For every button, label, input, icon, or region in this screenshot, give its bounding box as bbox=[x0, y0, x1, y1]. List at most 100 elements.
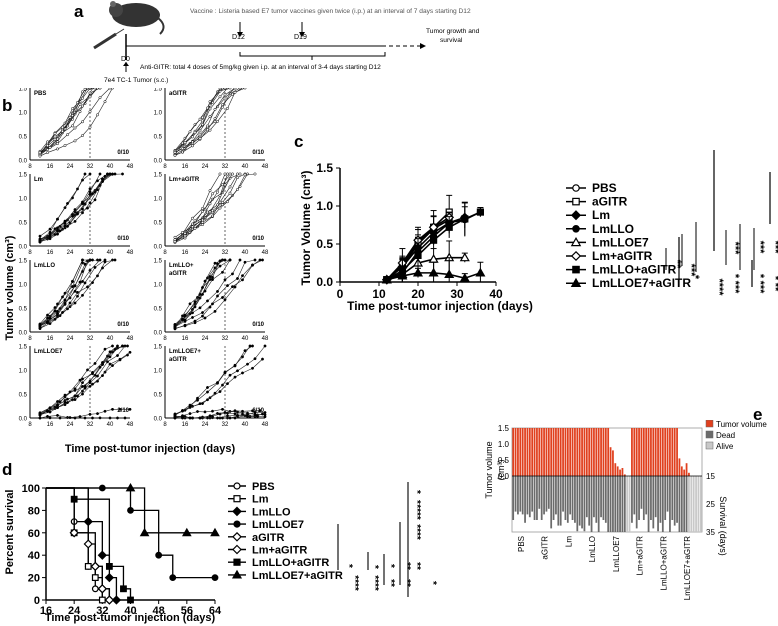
panel-c-data-point bbox=[381, 274, 392, 284]
panel-e-tumor-bar bbox=[543, 428, 545, 476]
vaccine-text: Vaccine : Listeria based E7 tumor vaccin… bbox=[190, 8, 471, 15]
panel-d-y-tick-label: 60 bbox=[28, 528, 40, 540]
panel-b-data-point bbox=[191, 222, 194, 226]
panel-b-y-tick-label: 0.5 bbox=[154, 221, 163, 227]
panel-b-data-point bbox=[118, 357, 122, 361]
panel-b-data-point bbox=[108, 350, 112, 354]
panel-b-data-point bbox=[46, 321, 49, 325]
panel-b-data-point bbox=[238, 88, 242, 90]
panel-b-data-point bbox=[216, 262, 219, 266]
panel-b-data-point bbox=[191, 140, 194, 144]
panel-b-x-tick-label: 40 bbox=[242, 250, 249, 256]
panel-e-survival-bar bbox=[514, 476, 517, 512]
panel-b-subplot: 0.0 0.5 1.0 1.5 8 16 24 32 40 48 LmLLO+ aGITR 0/10 bbox=[154, 259, 269, 343]
panel-letter-d: d bbox=[2, 460, 13, 479]
panel-e-tumor-bar bbox=[673, 428, 676, 476]
panel-b-x-tick-label: 32 bbox=[87, 250, 94, 256]
panel-b-data-point bbox=[203, 279, 207, 283]
panel-e-survival-bar bbox=[633, 476, 636, 515]
anti-gitr-text: Anti-GITR: total 4 doses of 5mg/kg given… bbox=[140, 64, 381, 71]
panel-b-tumor-curve bbox=[39, 173, 86, 237]
panel-b-data-point bbox=[208, 275, 212, 279]
panel-b-y-tick-label: 0.0 bbox=[19, 417, 28, 423]
panel-b-data-point bbox=[228, 416, 232, 420]
panel-b-data-point bbox=[98, 172, 102, 176]
panel-b-data-point bbox=[216, 203, 219, 207]
panel-e-survival-bar bbox=[583, 476, 586, 532]
panel-b-data-point bbox=[218, 390, 222, 394]
panel-e-tumor-bar bbox=[583, 428, 586, 476]
panel-c-x-tick-label: 20 bbox=[411, 287, 425, 301]
panel-e-survival-bar bbox=[638, 476, 640, 520]
panel-b-data-point bbox=[173, 151, 177, 154]
panel-b-y-tick-label: 1.0 bbox=[154, 369, 163, 375]
panel-e-survival-bar bbox=[557, 476, 560, 526]
panel-b-data-point bbox=[108, 416, 112, 420]
panel-e-tumor-bar bbox=[609, 447, 612, 476]
panel-d-x-tick-label: 64 bbox=[209, 605, 222, 617]
panel-e-survival-bar bbox=[690, 476, 693, 532]
panel-e-group-label: LmLLO+aGITR bbox=[659, 536, 668, 591]
panel-b-data-point bbox=[216, 119, 219, 123]
panel-b-tumor-curve bbox=[39, 259, 116, 329]
panel-b-data-point bbox=[46, 140, 49, 144]
panel-b-data-point bbox=[193, 300, 197, 304]
panel-c-legend-marker bbox=[570, 277, 582, 287]
panel-d-legend-marker bbox=[233, 558, 241, 566]
panel-b-data-point bbox=[241, 274, 244, 278]
panel-b-x-tick-label: 40 bbox=[107, 250, 114, 256]
panel-b-data-point bbox=[53, 137, 57, 141]
panel-b-data-point bbox=[108, 362, 112, 366]
panel-d-legend-marker bbox=[233, 482, 241, 490]
panel-b-data-point bbox=[183, 140, 187, 144]
panel-b-data-point bbox=[241, 371, 244, 375]
panel-b-subplot-title: LmLLO+ bbox=[169, 263, 194, 269]
panel-b-data-point bbox=[66, 401, 69, 405]
panel-e-tumor-bar bbox=[547, 428, 550, 476]
panel-b-data-point bbox=[86, 285, 89, 289]
panel-b-x-tick-label: 8 bbox=[163, 422, 167, 428]
panel-e-legend-label: Alive bbox=[716, 442, 734, 451]
panel-b-tumor-curve bbox=[39, 173, 116, 242]
panel-b-data-point bbox=[46, 414, 49, 418]
panel-b-y-tick-label: 0.0 bbox=[19, 245, 28, 251]
panel-b-data-point bbox=[58, 400, 62, 404]
panel-d-y-tick-label: 40 bbox=[28, 550, 40, 562]
panel-e-tumor-bar bbox=[661, 428, 664, 476]
panel-e-tumor-bar bbox=[540, 428, 543, 476]
panel-b-data-point bbox=[253, 172, 257, 176]
panel-e-tumor-bar bbox=[631, 428, 633, 476]
panel-b-data-point bbox=[226, 106, 229, 110]
panel-b-data-point bbox=[246, 414, 249, 418]
panel-b-data-point bbox=[198, 133, 202, 137]
panel-e-survival-bar bbox=[512, 476, 515, 520]
panel-c-legend-label: Lm bbox=[592, 208, 610, 222]
panel-b-data-point bbox=[106, 172, 109, 176]
panel-c-sig-stars: *** bbox=[685, 264, 697, 278]
panel-b-data-point bbox=[103, 100, 107, 104]
panel-e-tumor-bar bbox=[621, 468, 624, 476]
panel-c-data-point bbox=[412, 267, 424, 277]
panel-c-legend-marker bbox=[570, 236, 582, 247]
panel-e-tumor-bar bbox=[664, 428, 667, 476]
panel-b-data-point bbox=[191, 225, 194, 229]
panel-b-data-point bbox=[223, 371, 227, 375]
panel-b-data-point bbox=[73, 289, 77, 293]
panel-b-x-tick-label: 8 bbox=[163, 336, 167, 342]
panel-b-y-tick-label: 0.5 bbox=[154, 135, 163, 141]
panel-b-data-point bbox=[48, 416, 52, 420]
panel-c-tumor-growth-chart: Tumor Volume (cm³) Time post-tumor injec… bbox=[299, 150, 778, 313]
panel-b-data-point bbox=[223, 298, 227, 302]
panel-b-data-point bbox=[73, 388, 77, 392]
panel-e-tumor-bar bbox=[524, 428, 526, 476]
panel-b-x-tick-label: 48 bbox=[262, 164, 269, 170]
panel-e-tumor-bar bbox=[557, 428, 560, 476]
panel-b-data-point bbox=[251, 409, 254, 413]
panel-b-data-point bbox=[71, 279, 74, 283]
panel-d-legend-label: PBS bbox=[252, 481, 275, 493]
panel-b-data-point bbox=[73, 394, 77, 398]
panel-e-survival-bar bbox=[652, 476, 655, 529]
panel-b-data-point bbox=[116, 416, 119, 420]
panel-e-survival-bar bbox=[543, 476, 545, 515]
panel-e-tumor-bar bbox=[574, 428, 576, 476]
